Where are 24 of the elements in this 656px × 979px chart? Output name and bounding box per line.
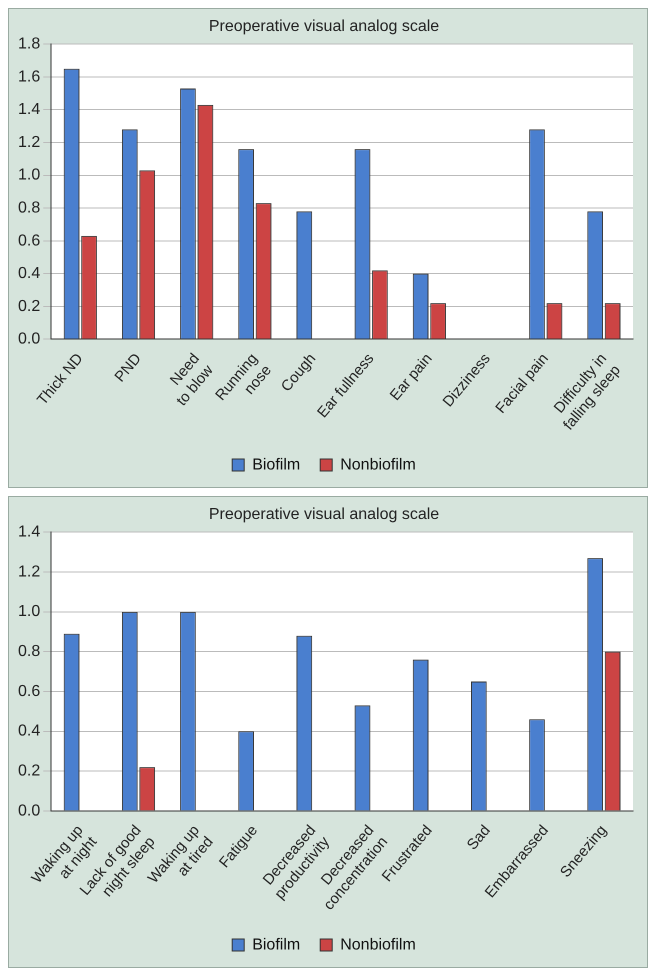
legend-label: Biofilm — [252, 456, 300, 474]
y-tick-label: 0.2 — [18, 762, 40, 780]
y-tick-label: 1.8 — [18, 36, 40, 53]
y-tick-label: 0.8 — [18, 199, 40, 216]
y-tick-label: 0.4 — [18, 265, 40, 282]
y-tick-label: 1.2 — [18, 563, 40, 580]
legend-label: Biofilm — [252, 936, 300, 954]
y-tick-label: 0.2 — [18, 298, 40, 315]
legend-label: Nonbiofilm — [340, 936, 416, 954]
y-tick-label: 0.4 — [18, 722, 40, 740]
y-tick-label: 0.0 — [18, 802, 40, 820]
y-tick-label: 0.8 — [18, 643, 40, 660]
chart-title: Preoperative visual analog scale — [208, 18, 440, 36]
y-tick-label: 1.2 — [18, 134, 40, 151]
chart-title: Preoperative visual analog scale — [208, 506, 440, 524]
y-tick-label: 1.0 — [18, 166, 40, 184]
legend-label: Nonbiofilm — [340, 456, 416, 474]
y-tick-label: 1.6 — [18, 68, 40, 86]
y-tick-label: 0.6 — [18, 682, 40, 700]
y-tick-label: 1.0 — [18, 603, 40, 620]
y-tick-label: 0.0 — [18, 330, 40, 348]
y-tick-label: 1.4 — [18, 101, 40, 118]
y-tick-label: 0.6 — [18, 232, 40, 250]
y-tick-label: 1.4 — [18, 524, 40, 541]
